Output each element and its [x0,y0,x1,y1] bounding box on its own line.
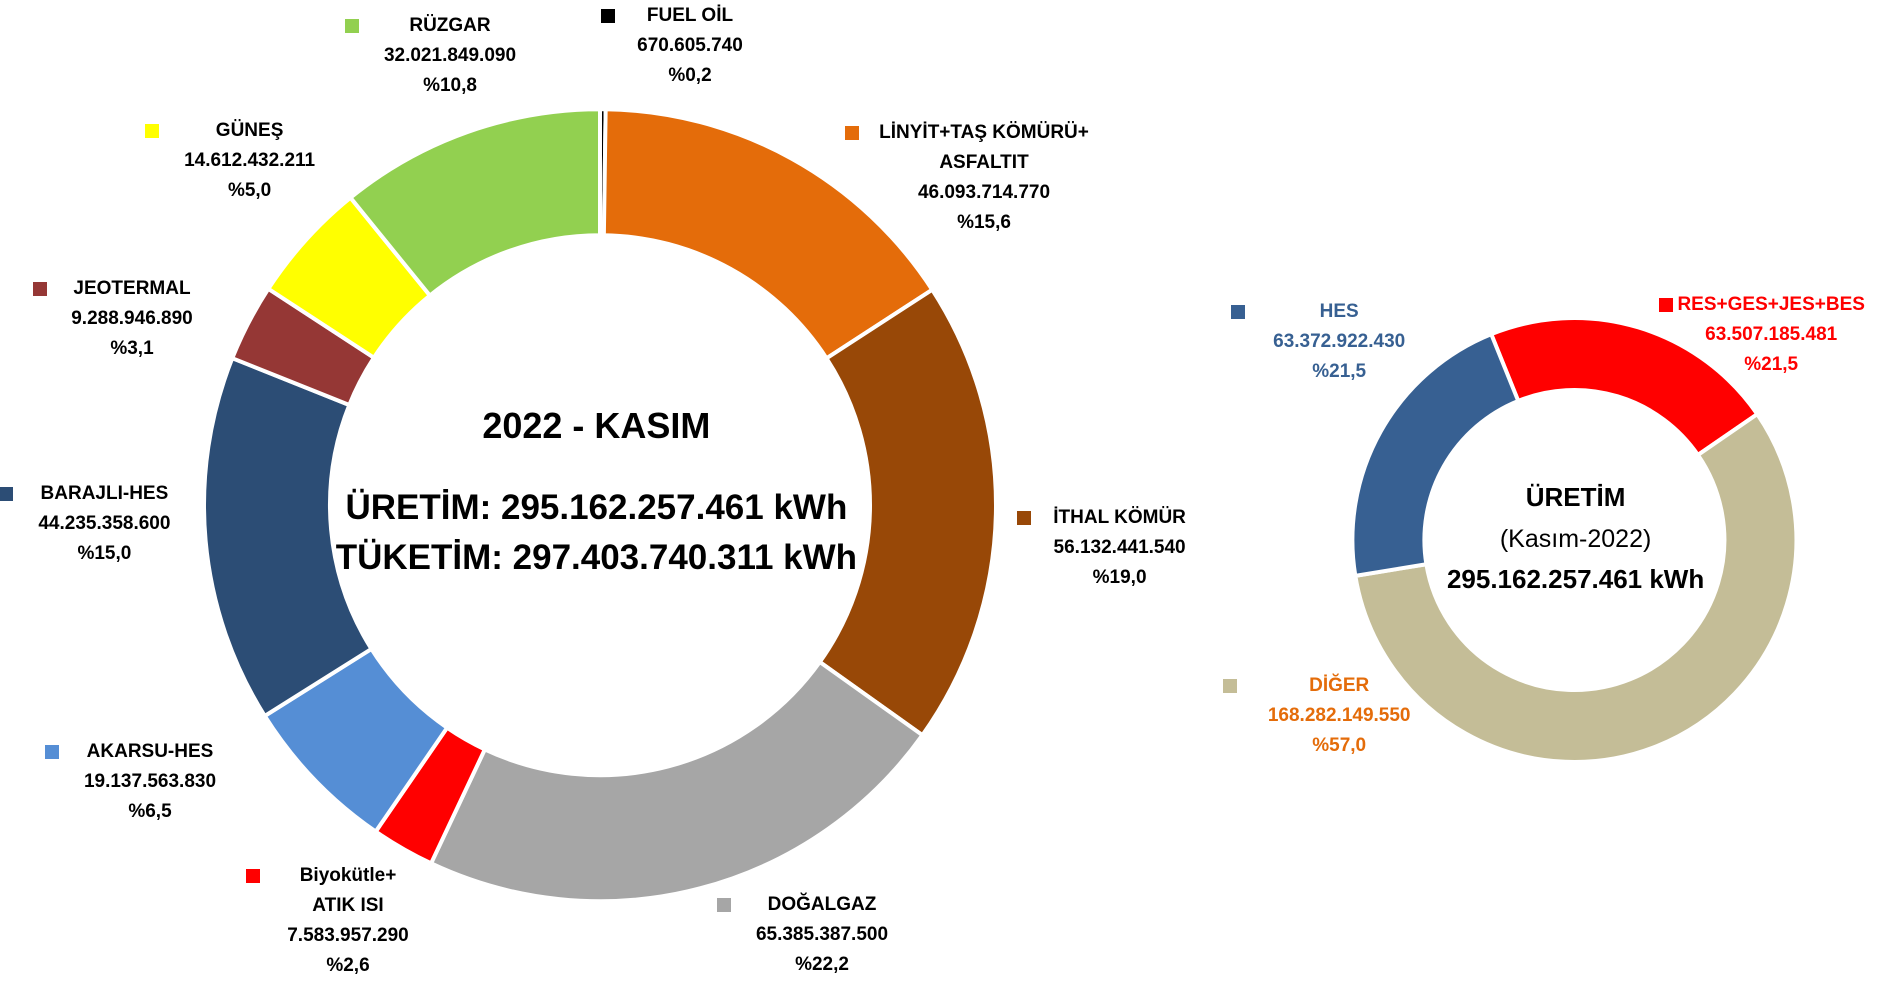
slice-value: 63.372.922.430 [1273,331,1406,352]
center-text: ÜRETİM [1525,482,1626,513]
donut-slice [817,286,998,738]
slice-name: LİNYİT+TAŞ KÖMÜRÜ+ ASFALTIT [879,122,1089,174]
slice-percent: %15,6 [957,212,1011,234]
slice-value: 44.235.358.600 [38,513,171,535]
slice-label: Biyokütle+ ATIK ISI 7.583.957.290 %2,6 [188,861,508,981]
slice-percent: %10,8 [423,75,477,97]
slice-label: DOĞALGAZ 65.385.387.500 %22,2 [662,890,982,980]
slice-value: 168.282.149.550 [1267,705,1411,727]
legend-swatch [845,126,859,141]
slice-percent: %21,5 [1312,361,1367,382]
slice-percent: %6,5 [128,801,172,823]
slice-value: 14.612.432.211 [184,149,316,171]
slice-value: 32.021.849.090 [383,45,517,67]
slice-name: HES [1319,301,1359,322]
slice-label: İTHAL KÖMÜR 56.132.441.540 %19,0 [960,503,1280,593]
slice-percent: %5,0 [227,179,272,201]
slice-value: 56.132.441.540 [1053,537,1186,559]
slice-percent: %57,0 [1312,735,1367,757]
slice-label: DİĞER 168.282.149.550 %57,0 [1179,671,1499,761]
slice-name: FUEL OİL [646,4,734,26]
slice-label: RÜZGAR 32.021.849.090 %10,8 [290,11,610,101]
slice-percent: %21,5 [1744,353,1799,375]
center-text: 2022 - KASIM [482,405,711,447]
slice-percent: %19,0 [1092,567,1147,589]
slice-label: LİNYİT+TAŞ KÖMÜRÜ+ ASFALTIT 46.093.714.77… [824,118,1144,238]
slice-name: Biyokütle+ ATIK ISI [299,865,397,916]
slice-name: İTHAL KÖMÜR [1053,507,1186,529]
legend-swatch [32,282,47,297]
slice-name: RES+GES+JES+BES [1677,293,1865,315]
legend-swatch [1658,297,1673,312]
slice-label: RES+GES+JES+BES 63.507.185.481 %21,5 [1611,290,1889,380]
slice-percent: %0,2 [668,64,712,86]
legend-swatch [601,8,616,23]
legend-swatch [246,869,261,883]
slice-name: RÜZGAR [409,15,491,37]
legend-swatch [44,745,59,760]
donut-slice [1488,316,1761,458]
center-text: TÜKETİM: 297.403.740.311 kWh [335,538,858,577]
slice-percent: %22,2 [795,953,849,975]
slice-value: 63.507.185.481 [1705,323,1838,345]
slice-name: JEOTERMAL [73,278,191,300]
legend-swatch [1016,511,1031,526]
slice-name: DİĞER [1309,675,1370,697]
slice-label: GÜNEŞ 14.612.432.211 %5,0 [90,116,410,206]
slice-value: 19.137.563.830 [83,771,217,793]
center-text: (Kasım-2022) [1499,524,1652,553]
slice-value: 46.093.714.770 [917,182,1051,204]
legend-swatch [344,19,359,34]
slice-value: 9.288.946.890 [71,308,193,330]
legend-swatch [716,897,731,912]
slice-value: 7.583.957.290 [287,925,409,946]
donut-slice [347,107,602,299]
slice-name: AKARSU-HES [86,741,214,763]
slice-label: BARAJLI-HES 44.235.358.600 %15,0 [0,479,264,569]
slice-percent: %2,6 [326,955,370,976]
legend-swatch [1231,305,1246,319]
legend-swatch [145,123,160,138]
legend-swatch [0,487,13,502]
donut-slice [1350,331,1521,579]
center-text: 295.162.257.461 kWh [1446,564,1705,594]
center-text: ÜRETİM: 295.162.257.461 kWh [345,487,848,527]
slice-value: 65.385.387.500 [755,923,889,945]
slice-label: AKARSU-HES 19.137.563.830 %6,5 [0,737,310,827]
slice-label: HES 63.372.922.430 %21,5 [1179,297,1499,387]
donut-slice [1353,411,1799,764]
slice-name: BARAJLI-HES [40,483,169,505]
slice-label: JEOTERMAL 9.288.946.890 %3,1 [0,274,292,364]
slice-percent: %3,1 [110,338,154,360]
legend-swatch [1223,679,1237,694]
slice-label: FUEL OİL 670.605.740 %0,2 [530,1,850,91]
slice-name: GÜNEŞ [215,119,284,141]
donut-slice [428,659,926,904]
slice-name: DOĞALGAZ [767,893,877,915]
slice-percent: %15,0 [77,543,132,565]
slice-value: 670.605.740 [637,34,743,56]
